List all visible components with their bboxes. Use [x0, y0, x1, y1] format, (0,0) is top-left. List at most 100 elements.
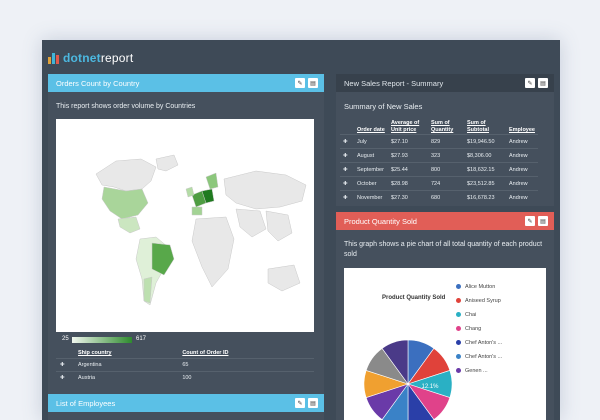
edit-icon[interactable]: ✎: [295, 398, 305, 408]
legend-label: Aniseed Syrup: [465, 298, 501, 304]
expand-icon[interactable]: ✚: [340, 190, 354, 204]
legend-label: Genen ...: [465, 368, 488, 374]
product-panel-title: Product Quantity Sold: [344, 216, 417, 226]
employees-panel: List of Employees ✎ ▤: [48, 394, 324, 420]
employees-panel-header: List of Employees ✎ ▤: [48, 394, 324, 412]
legend-min-label: 25: [62, 336, 69, 342]
map-greenland: [155, 154, 179, 172]
map-mexico: [117, 216, 141, 234]
table-cell: October: [354, 176, 388, 191]
legend-item[interactable]: Aniseed Syrup: [456, 298, 501, 304]
table-row[interactable]: ✚ September $25.44 800 $18,632.15 Andrew: [340, 162, 538, 177]
export-icon[interactable]: ▤: [538, 216, 548, 226]
map-southern-europe: [191, 206, 203, 216]
expand-icon[interactable]: ✚: [56, 371, 74, 384]
table-cell: $19,946.50: [464, 134, 506, 149]
sales-panel: New Sales Report - Summary ✎ ▤ Summary o…: [336, 74, 554, 206]
map-brazil: [151, 242, 175, 276]
legend-label: Chang: [465, 326, 482, 332]
map-south-asia: [235, 208, 267, 238]
expand-icon[interactable]: ✚: [56, 358, 74, 372]
orders-table: Ship country Count of Order ID ✚ Argenti…: [56, 348, 314, 384]
orders-panel-title: Orders Count by Country: [56, 78, 140, 88]
expand-icon[interactable]: ✚: [340, 162, 354, 177]
column-header[interactable]: Sum of Quantity: [431, 120, 454, 133]
edit-icon[interactable]: ✎: [525, 216, 535, 226]
map-germany: [201, 188, 215, 204]
table-cell: Argentina: [74, 358, 179, 372]
map-australia: [267, 264, 301, 292]
legend-item[interactable]: Chef Anton's ...: [456, 354, 503, 360]
export-icon[interactable]: ▤: [308, 78, 318, 88]
table-cell: 65: [178, 358, 314, 372]
edit-icon[interactable]: ✎: [295, 78, 305, 88]
pie-slice-label: 12.1%: [421, 384, 439, 390]
table-row[interactable]: ✚ November $27.30 680 $16,678.23 Andrew: [340, 190, 538, 204]
legend-swatch: [456, 298, 461, 303]
pie-chart[interactable]: 12.1%: [344, 268, 546, 420]
table-cell: November: [354, 190, 388, 204]
expand-icon[interactable]: ✚: [340, 176, 354, 191]
column-header[interactable]: Ship country: [78, 350, 112, 356]
table-cell: Andrew: [506, 134, 538, 149]
export-icon[interactable]: ▤: [538, 78, 548, 88]
legend-label: Alice Mutton: [465, 284, 496, 290]
table-cell: $27.30: [388, 190, 428, 204]
export-icon[interactable]: ▤: [308, 398, 318, 408]
legend-item[interactable]: Genen ...: [456, 368, 488, 374]
map-uk: [185, 186, 195, 198]
legend-item[interactable]: Chef Anton's ...: [456, 340, 502, 346]
dotnetreport-logo: dotnetreport: [48, 50, 133, 66]
product-panel-header: Product Quantity Sold ✎ ▤: [336, 212, 554, 230]
table-cell: 800: [428, 162, 464, 177]
legend-swatch: [456, 354, 461, 359]
expand-icon[interactable]: ✚: [340, 134, 354, 149]
sales-panel-header: New Sales Report - Summary ✎ ▤: [336, 74, 554, 92]
map-russia-asia: [223, 170, 307, 210]
legend-swatch: [456, 312, 461, 317]
pie-slice[interactable]: [381, 339, 409, 385]
logo-text-bold: dotnet: [63, 51, 101, 65]
table-cell: $27.10: [388, 134, 428, 149]
pie-chart-area: Product Quantity Sold 12.1% Alice Mutton…: [344, 268, 546, 420]
orders-panel-header: Orders Count by Country ✎ ▤: [48, 74, 324, 92]
table-row[interactable]: ✚ July $27.10 829 $19,946.50 Andrew: [340, 134, 538, 149]
table-cell: $25.44: [388, 162, 428, 177]
table-row[interactable]: ✚ August $27.93 323 $8,306.00 Andrew: [340, 148, 538, 163]
legend-item[interactable]: Alice Mutton: [456, 284, 496, 290]
world-map[interactable]: [56, 119, 314, 332]
column-header[interactable]: Count of Order ID: [182, 350, 229, 356]
table-cell: August: [354, 148, 388, 163]
legend-label: Chai: [465, 312, 477, 318]
table-cell: $27.93: [388, 148, 428, 163]
table-cell: 724: [428, 176, 464, 191]
product-description: This graph shows a pie chart of all tota…: [344, 241, 543, 258]
map-usa: [101, 186, 149, 220]
table-cell: Austria: [74, 371, 179, 384]
table-cell: $28.98: [388, 176, 428, 191]
legend-item[interactable]: Chang: [456, 326, 482, 332]
edit-icon[interactable]: ✎: [525, 78, 535, 88]
table-row[interactable]: ✚ Austria 100: [56, 371, 314, 384]
dashboard-frame: dotnetreport Orders Count by Country ✎ ▤…: [42, 40, 560, 420]
map-east-asia: [265, 210, 293, 242]
table-cell: July: [354, 134, 388, 149]
table-cell: 100: [178, 371, 314, 384]
legend-gradient: [72, 337, 132, 343]
column-header[interactable]: Order date: [357, 127, 385, 133]
table-row[interactable]: ✚ Argentina 65: [56, 358, 314, 372]
column-header[interactable]: Employee: [509, 127, 535, 133]
map-argentina: [143, 276, 153, 304]
legend-item[interactable]: Chai: [456, 312, 477, 318]
column-header[interactable]: Average of Unit price: [391, 120, 420, 133]
table-cell: $23,512.85: [464, 176, 506, 191]
pie-chart-title: Product Quantity Sold: [382, 295, 446, 301]
legend-label: Chef Anton's ...: [465, 354, 503, 360]
legend-swatch: [456, 284, 461, 289]
table-row[interactable]: ✚ October $28.98 724 $23,512.85 Andrew: [340, 176, 538, 191]
table-cell: 680: [428, 190, 464, 204]
table-cell: September: [354, 162, 388, 177]
legend-swatch: [456, 326, 461, 331]
expand-icon[interactable]: ✚: [340, 148, 354, 163]
column-header[interactable]: Sum of Subtotal: [467, 120, 489, 133]
